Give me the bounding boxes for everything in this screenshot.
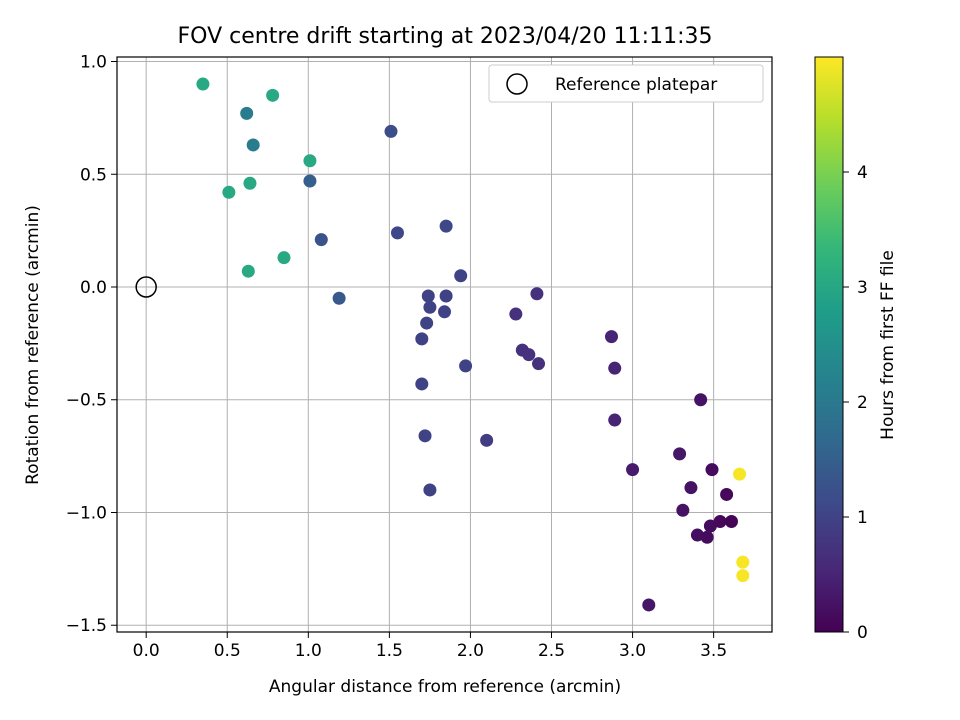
data-point (423, 483, 437, 497)
colorbar-ticks: 0 1 2 3 4 (843, 163, 868, 643)
data-point (608, 413, 622, 427)
data-point (439, 219, 453, 233)
colorbar: 0 1 2 3 4 Hours from first FF file (814, 56, 898, 643)
data-point (703, 519, 717, 533)
data-point (277, 251, 291, 265)
legend-marker (506, 73, 528, 95)
data-point (684, 481, 698, 495)
data-point (454, 269, 468, 283)
data-point (314, 233, 328, 247)
y-tick-label: 0.5 (80, 165, 107, 185)
data-point (700, 530, 714, 544)
y-tick-label: −0.5 (66, 391, 107, 411)
data-point (266, 88, 280, 102)
x-tick-label: 1.0 (295, 641, 322, 661)
data-point (196, 77, 210, 91)
legend-box (488, 64, 764, 103)
x-tick-label: 1.5 (376, 641, 403, 661)
y-tick-label: −1.0 (66, 503, 107, 523)
plot-frame (116, 56, 773, 633)
data-point (222, 185, 236, 199)
chart-title: FOV centre drift starting at 2023/04/20 … (178, 24, 713, 49)
colorbar-tick-label: 3 (857, 278, 868, 298)
x-axis-label: Angular distance from reference (arcmin) (269, 677, 621, 697)
data-point (418, 429, 432, 443)
data-point (608, 361, 622, 375)
data-point (736, 569, 750, 583)
colorbar-tick-label: 4 (857, 163, 868, 183)
data-point (642, 598, 656, 612)
data-point (724, 515, 738, 529)
data-point (241, 264, 255, 278)
colorbar-label: Hours from first FF file (878, 250, 898, 440)
colorbar-tick-label: 1 (857, 508, 868, 528)
x-tick-label: 0.5 (214, 641, 241, 661)
data-points (196, 77, 750, 612)
data-point (720, 487, 734, 501)
x-tick-label: 0.0 (133, 641, 160, 661)
x-tick-label: 3.5 (700, 641, 727, 661)
reference-platepar-marker (135, 276, 157, 298)
data-point (509, 307, 523, 321)
data-point (423, 300, 437, 314)
data-point (438, 305, 451, 319)
data-point (240, 106, 254, 120)
colorbar-tick-label: 0 (857, 623, 868, 643)
data-point (733, 467, 747, 481)
x-axis-ticks: 0.0 0.5 1.0 1.5 2.0 2.5 3.0 3.5 (133, 632, 727, 661)
y-tick-label: 1.0 (80, 53, 107, 73)
data-point (522, 348, 536, 362)
data-point (243, 176, 257, 190)
data-point (420, 316, 434, 330)
data-point (676, 503, 690, 517)
grid-lines (117, 57, 772, 632)
data-point (246, 138, 260, 152)
x-tick-label: 2.0 (457, 641, 484, 661)
data-point (673, 447, 687, 461)
y-axis-label: Rotation from reference (arcmin) (23, 205, 43, 485)
x-tick-label: 3.0 (619, 641, 646, 661)
colorbar-gradient (814, 56, 844, 633)
legend: Reference platepar (488, 64, 764, 103)
x-tick-label: 2.5 (538, 641, 565, 661)
data-point (390, 226, 404, 240)
data-point (694, 393, 708, 407)
data-point (459, 359, 473, 373)
data-point (736, 555, 750, 569)
data-point (415, 377, 429, 391)
data-point (690, 528, 704, 542)
data-point (415, 332, 429, 346)
legend-label: Reference platepar (555, 75, 717, 95)
colorbar-tick-label: 2 (857, 393, 868, 413)
data-point (303, 154, 317, 168)
data-point (532, 357, 546, 371)
data-point (705, 463, 719, 477)
data-point (480, 433, 494, 447)
data-point (626, 463, 640, 477)
y-tick-label: 0.0 (80, 278, 107, 298)
data-point (332, 291, 346, 305)
data-point (421, 289, 435, 303)
data-point (303, 174, 317, 188)
y-axis-ticks: 1.0 0.5 0.0 −0.5 −1.0 −1.5 (66, 53, 117, 636)
data-point (439, 289, 453, 303)
data-point (530, 287, 544, 301)
data-point (713, 515, 727, 529)
data-point (604, 330, 618, 344)
data-point (384, 124, 398, 138)
y-tick-label: −1.5 (66, 616, 107, 636)
